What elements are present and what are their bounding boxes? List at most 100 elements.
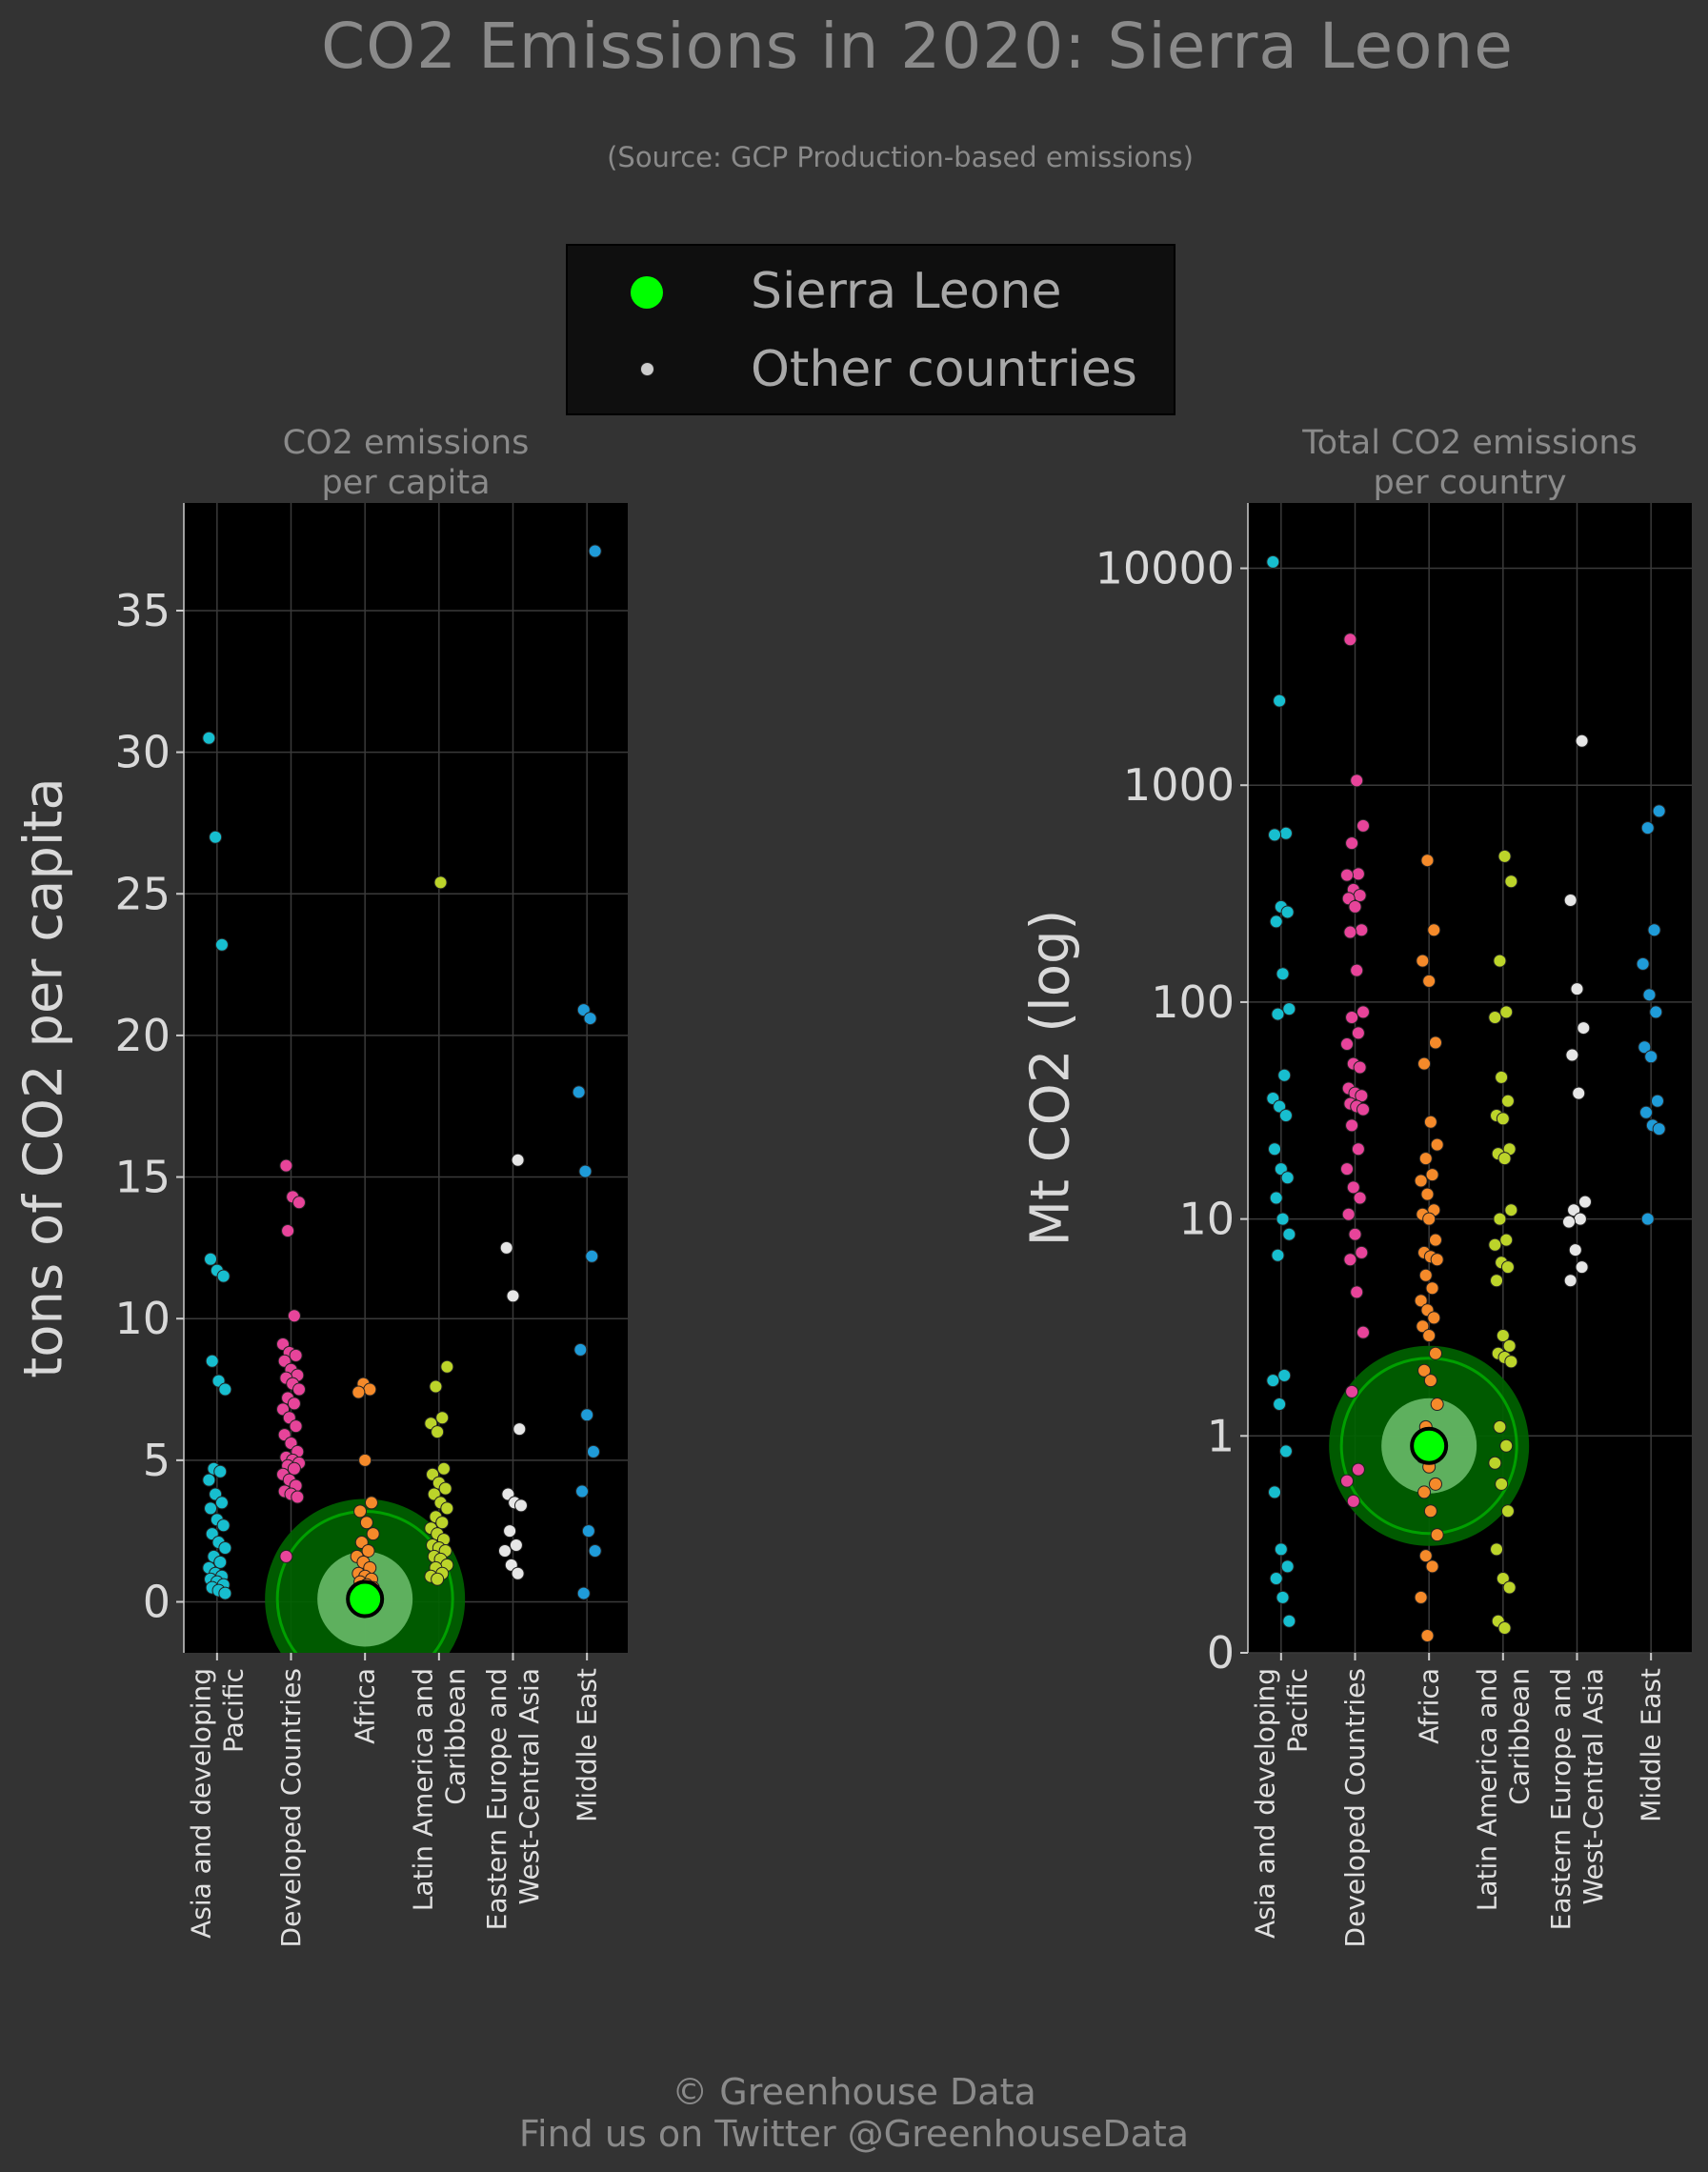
data-point-latin-america-and-caribbean [1488,1010,1502,1024]
data-point-latin-america-and-caribbean [438,1481,452,1496]
data-point-africa [1416,1319,1430,1334]
data-point-middle-east [572,1085,586,1099]
data-point-eastern-europe-and-west-central-asia [511,1153,525,1167]
footer-copyright: © Greenhouse Data [672,2071,1036,2113]
x-tick-label: Caribbean [1503,1668,1535,1805]
data-point-asia-and-developing-pacific [204,1252,218,1266]
data-point-asia-and-developing-pacific [218,1382,232,1397]
data-point-africa [1430,1137,1444,1152]
data-point-developed-countries [289,1348,303,1362]
data-point-middle-east [1638,1040,1652,1055]
y-tick-label: 0 [1207,1627,1235,1679]
y-tick-label: 10000 [1095,543,1235,594]
data-point-middle-east [1642,988,1657,1002]
data-point-developed-countries [1343,1253,1357,1267]
data-point-latin-america-and-caribbean [1504,1203,1518,1217]
x-tick-label: West-Central Asia [1577,1668,1609,1904]
y-tick-label: 15 [114,1152,171,1203]
data-point-asia-and-developing-pacific [1266,554,1280,569]
data-point-asia-and-developing-pacific [214,937,229,952]
data-point-developed-countries [1343,633,1357,647]
x-tick-label: Eastern Europe and [481,1668,512,1930]
data-point-middle-east [1640,1212,1655,1226]
data-point-eastern-europe-and-west-central-asia [1568,1243,1582,1257]
data-point-asia-and-developing-pacific [213,1464,228,1478]
data-point-eastern-europe-and-west-central-asia [1563,1274,1577,1288]
data-point-asia-and-developing-pacific [218,1541,232,1556]
x-tick-label: Caribbean [439,1668,471,1805]
data-point-eastern-europe-and-west-central-asia [1575,734,1589,748]
data-point-africa [1422,1329,1437,1343]
data-point-developed-countries [1351,1026,1365,1040]
data-point-middle-east [576,1586,591,1600]
data-point-middle-east [573,1342,588,1357]
y-tick-label: 5 [143,1435,171,1486]
data-point-africa [364,1496,378,1510]
data-point-africa [1430,1528,1444,1542]
data-point-eastern-europe-and-west-central-asia [1562,1215,1576,1229]
y-tick-label: 30 [114,727,171,778]
data-point-middle-east [588,544,602,558]
legend: Sierra Leone Other countries [566,244,1176,415]
data-point-asia-and-developing-pacific [1282,1227,1296,1241]
data-point-developed-countries [1340,1037,1354,1052]
data-point-developed-countries [1351,1142,1365,1156]
data-point-developed-countries [1351,867,1365,881]
data-point-africa [1422,974,1437,988]
data-point-developed-countries [1355,1245,1369,1259]
data-point-developed-countries [287,1309,301,1323]
data-point-latin-america-and-caribbean [1504,875,1518,889]
data-point-africa [1428,1477,1442,1491]
data-point-middle-east [575,1484,590,1498]
data-point-asia-and-developing-pacific [216,1269,231,1283]
data-point-africa [1427,923,1441,937]
data-point-asia-and-developing-pacific [1269,915,1283,929]
data-point-africa [1425,1559,1439,1574]
data-point-africa [1430,1398,1444,1412]
data-point-asia-and-developing-pacific [1278,1108,1293,1122]
plot-area [184,503,628,1653]
data-point-africa [1414,1590,1428,1604]
data-point-africa [1425,1168,1439,1182]
data-point-asia-and-developing-pacific [1266,1374,1280,1388]
data-point-africa [1423,1504,1437,1518]
x-tick-label: Africa [1414,1668,1445,1744]
data-point-developed-countries [1340,868,1354,882]
data-point-middle-east [1644,1050,1658,1064]
data-point-asia-and-developing-pacific [1274,1542,1288,1557]
data-point-developed-countries [1350,774,1364,788]
data-point-asia-and-developing-pacific [205,1354,219,1368]
data-point-developed-countries [292,1382,306,1397]
data-point-africa [1428,1233,1442,1247]
data-point-latin-america-and-caribbean [1496,1329,1510,1343]
data-point-asia-and-developing-pacific [216,1518,231,1533]
data-point-developed-countries [1355,1089,1369,1103]
data-point-latin-america-and-caribbean [435,1411,450,1425]
data-point-asia-and-developing-pacific [209,830,223,844]
data-point-asia-and-developing-pacific [213,1555,228,1569]
y-tick-label: 10 [114,1293,171,1344]
data-point-latin-america-and-caribbean [1496,1112,1510,1126]
data-point-developed-countries [287,1461,301,1476]
data-point-asia-and-developing-pacific [1268,1142,1282,1156]
data-point-eastern-europe-and-west-central-asia [506,1289,520,1303]
data-point-developed-countries [292,1196,306,1210]
data-point-latin-america-and-caribbean [429,1379,443,1394]
data-point-latin-america-and-caribbean [435,1516,450,1530]
data-point-africa [1428,1346,1442,1360]
data-point-middle-east [1647,923,1661,937]
data-point-developed-countries [1346,1180,1360,1195]
data-point-developed-countries [1353,889,1367,903]
data-point-latin-america-and-caribbean [1488,1456,1502,1470]
data-point-developed-countries [1355,923,1369,937]
data-point-middle-east [586,1444,600,1458]
data-point-africa [1417,1485,1432,1499]
data-point-africa [1430,1253,1444,1267]
data-point-latin-america-and-caribbean [440,1359,454,1374]
data-point-middle-east [1649,1005,1663,1019]
data-point-middle-east [581,1524,595,1538]
data-point-middle-east [1650,1094,1664,1108]
data-point-developed-countries [279,1158,293,1173]
data-points [1266,554,1666,1642]
